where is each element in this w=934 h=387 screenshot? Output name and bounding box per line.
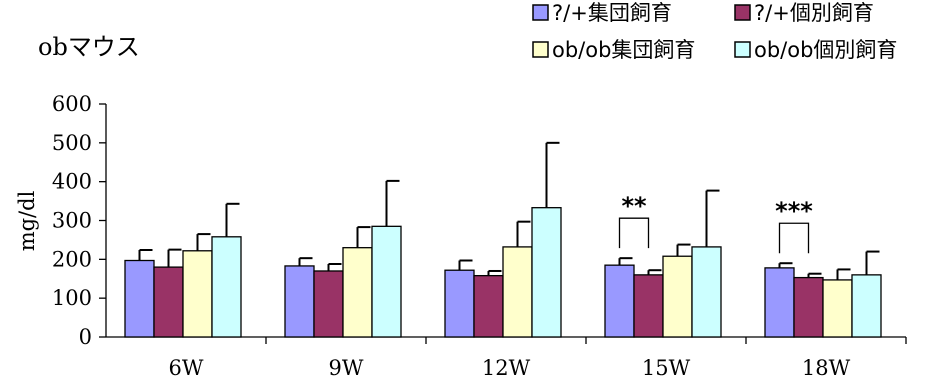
legend: ?/+集団飼育 ?/+個別飼育 ob/ob集団飼育 ob/ob個別飼育 (532, 1, 897, 62)
x-tick-label-9W: 9W (329, 356, 364, 380)
y-tick-label-1: 100 (52, 286, 92, 310)
x-tick-label-6W: 6W (169, 356, 204, 380)
bar-18W-series-2 (793, 276, 824, 338)
legend-label-4: ob/ob個別飼育 (754, 38, 897, 62)
y-tick-label-3: 300 (52, 209, 92, 233)
bar-12W-series-3 (502, 246, 533, 338)
legend-label-2: ?/+個別飼育 (754, 1, 874, 25)
significance-bracket-18W (778, 222, 810, 254)
y-tick-label-4: 400 (52, 170, 92, 194)
bar-15W-series-1 (604, 264, 635, 338)
significance-bracket-15W (618, 217, 650, 249)
bar-15W-series-2 (633, 274, 664, 338)
bar-12W-series-2 (473, 274, 504, 338)
y-tick-label-6: 600 (52, 92, 92, 116)
bar-18W-series-4 (851, 274, 882, 338)
bar-15W-series-3 (662, 255, 693, 338)
y-tick-label-0: 0 (79, 325, 92, 349)
bar-9W-series-3 (342, 247, 373, 338)
legend-swatch-4 (734, 41, 751, 58)
y-tick-label-2: 200 (52, 247, 92, 271)
bar-15W-series-4 (691, 246, 722, 338)
legend-swatch-2 (734, 4, 751, 21)
bar-6W-series-1 (124, 259, 155, 338)
legend-label-1: ?/+集団飼育 (552, 1, 672, 25)
bar-12W-series-4 (531, 207, 562, 338)
y-tick-label-5: 500 (52, 131, 92, 155)
chart-title: obマウス (38, 33, 140, 61)
bar-9W-series-4 (371, 225, 402, 338)
bar-9W-series-2 (313, 270, 344, 338)
bar-18W-series-1 (764, 267, 795, 338)
legend-label-3: ob/ob集団飼育 (552, 38, 695, 62)
bar-9W-series-1 (284, 265, 315, 338)
x-tick-label-18W: 18W (802, 356, 851, 380)
bar-18W-series-3 (822, 279, 853, 338)
bar-6W-series-3 (182, 250, 213, 338)
significance-label-15W: ** (621, 192, 647, 220)
y-axis-label: mg/dl (15, 190, 39, 251)
legend-swatch-1 (532, 4, 549, 21)
bar-6W-series-4 (211, 236, 242, 338)
x-tick-label-12W: 12W (482, 356, 531, 380)
significance-label-18W: *** (775, 197, 813, 225)
x-tick-label-15W: 15W (642, 356, 691, 380)
bar-6W-series-2 (153, 266, 184, 338)
bar-12W-series-1 (444, 269, 475, 338)
legend-swatch-3 (532, 41, 549, 58)
